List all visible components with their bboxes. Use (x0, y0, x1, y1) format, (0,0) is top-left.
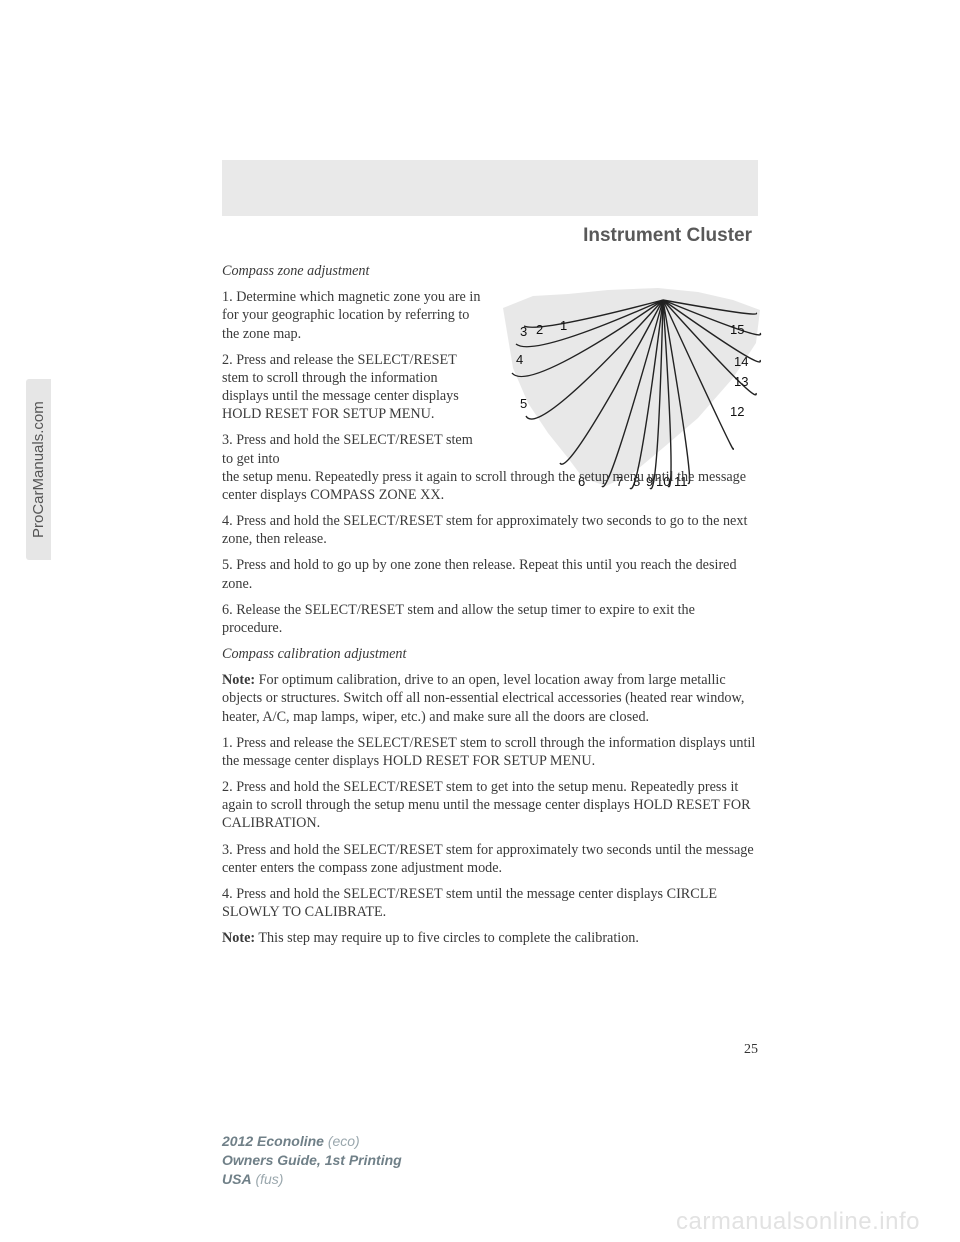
body-text: 5. Press and hold to go up by one zone t… (222, 556, 758, 592)
body-text: 3. Press and hold the SELECT/RESET stem … (222, 841, 758, 877)
note-label: Note: (222, 672, 255, 688)
note-text: This step may require up to five circles… (255, 930, 639, 946)
body-text: 6. Release the SELECT/RESET stem and all… (222, 601, 758, 637)
page-number: 25 (222, 1042, 758, 1058)
note-text: For optimum calibration, drive to an ope… (222, 672, 744, 724)
body-text: 1. Press and release the SELECT/RESET st… (222, 734, 758, 770)
footer-region: USA (fus) (222, 1170, 402, 1189)
footer: 2012 Econoline (eco) Owners Guide, 1st P… (222, 1132, 402, 1189)
body-text: 1. Determine which magnetic zone you are… (222, 288, 482, 343)
chapter-title: Instrument Cluster (222, 225, 758, 247)
footer-model: 2012 Econoline (eco) (222, 1132, 402, 1151)
body-text: 3. Press and hold the SELECT/RESET stem … (222, 431, 482, 467)
side-watermark: ProCarManuals.com (26, 379, 51, 560)
body-text: 2. Press and release the SELECT/RESET st… (222, 351, 482, 424)
body-text: 4. Press and hold the SELECT/RESET stem … (222, 512, 758, 548)
page-content: Compass zone adjustment 1. Determine whi… (222, 262, 758, 956)
header-band (222, 160, 758, 216)
body-text: the setup menu. Repeatedly press it agai… (222, 468, 758, 504)
footer-guide: Owners Guide, 1st Printing (222, 1151, 402, 1170)
note-label: Note: (222, 930, 255, 946)
body-text: Note: This step may require up to five c… (222, 929, 758, 947)
body-text: 2. Press and hold the SELECT/RESET stem … (222, 778, 758, 833)
section-heading: Compass zone adjustment (222, 262, 758, 280)
body-text: Note: For optimum calibration, drive to … (222, 671, 758, 726)
body-text: 4. Press and hold the SELECT/RESET stem … (222, 885, 758, 921)
section-heading: Compass calibration adjustment (222, 645, 758, 663)
bottom-watermark: carmanualsonline.info (0, 1208, 960, 1236)
